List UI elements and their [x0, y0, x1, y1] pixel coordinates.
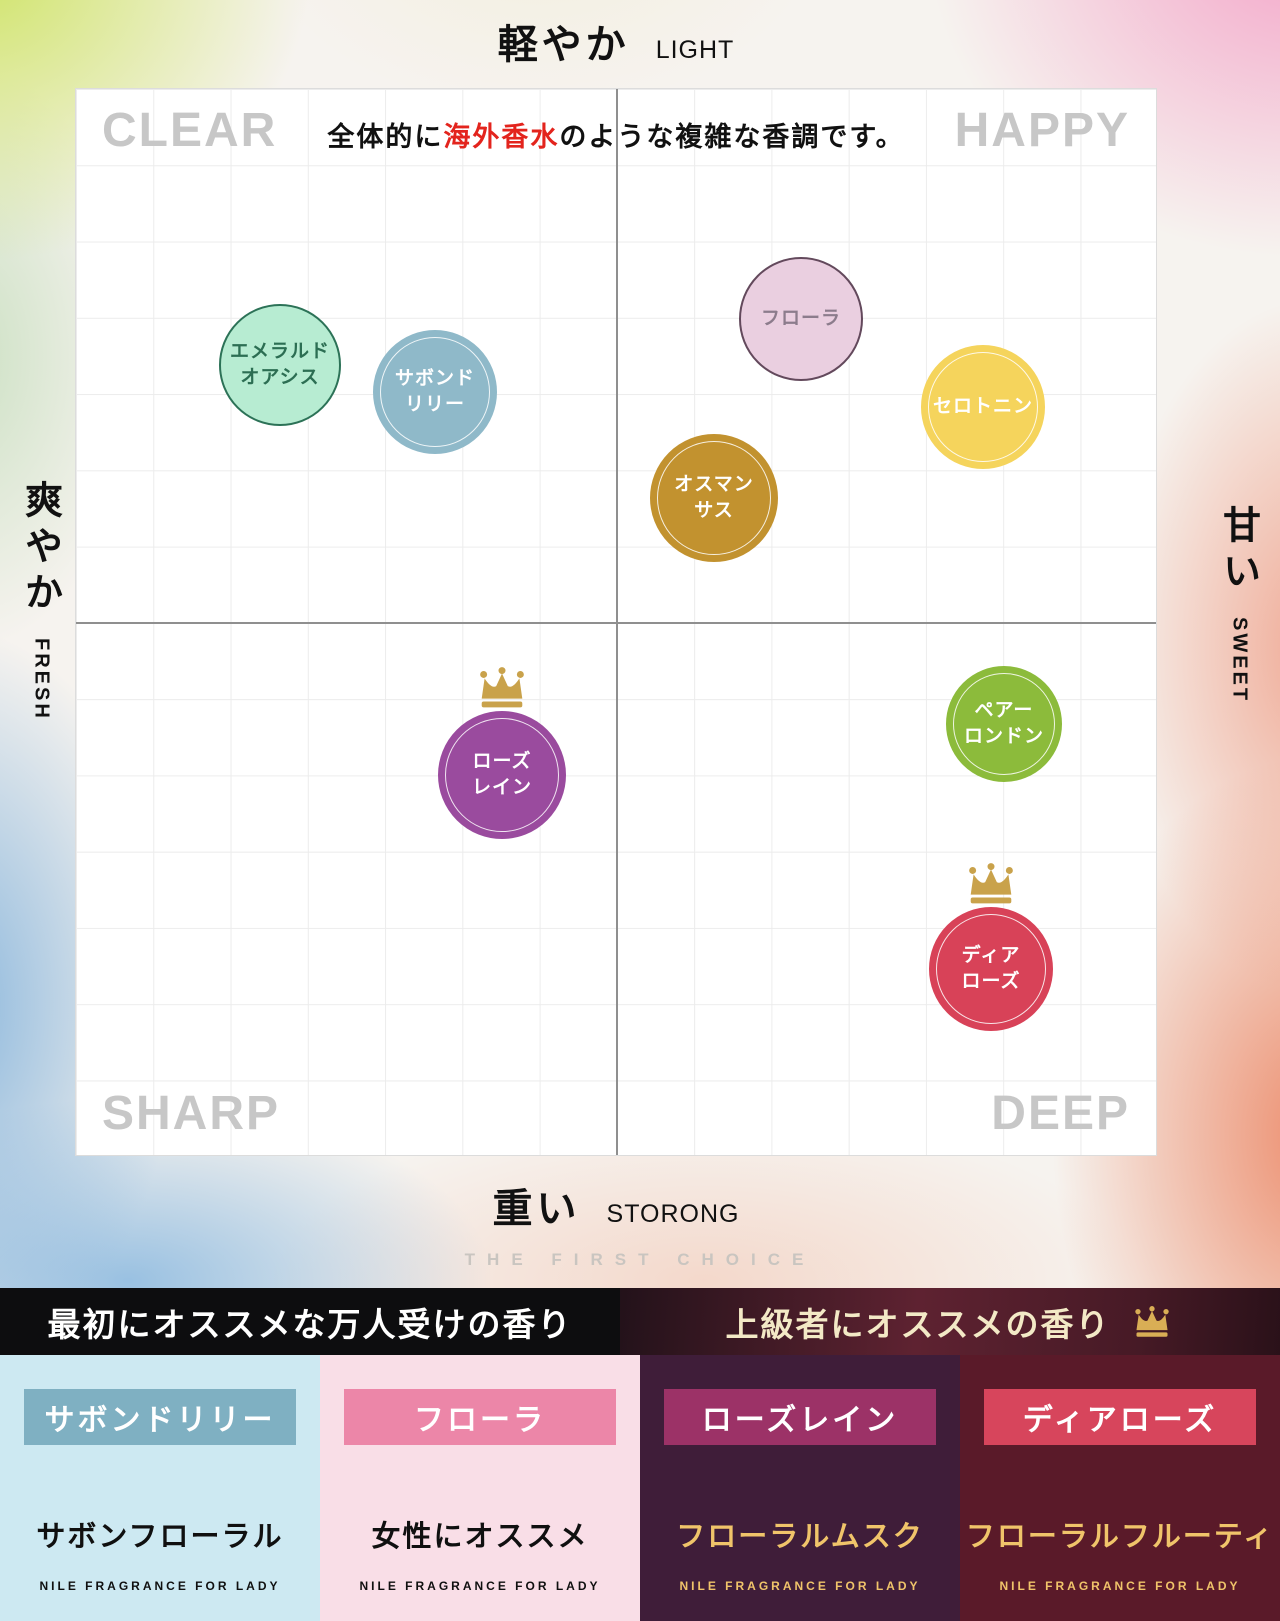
card-brand: NILE FRAGRANCE FOR LADY: [359, 1579, 601, 1593]
axis-bottom-en: STORONG: [606, 1200, 740, 1228]
axis-label-bottom: 重い STORONG: [75, 1176, 1157, 1234]
card-subtitle: フローラルフルーティ: [965, 1519, 1275, 1553]
card-brand: NILE FRAGRANCE FOR LADY: [679, 1579, 921, 1593]
annotation-highlight: 海外香水: [443, 122, 560, 153]
bubble-inner-ring: [953, 673, 1055, 775]
bubble-label: サボンド リリー: [394, 367, 475, 415]
bubble-label: ペアー ロンドン: [963, 699, 1044, 747]
axis-label-top: 軽やか LIGHT: [75, 12, 1157, 70]
product-cards: サボンドリリー サボンフローラル NILE FRAGRANCE FOR LADY…: [0, 1355, 1280, 1621]
annotation-post: のような複雑な香調です。: [559, 122, 905, 153]
card-title-badge: フローラ: [344, 1389, 616, 1445]
card-subtitle: サボンフローラル: [36, 1519, 284, 1553]
crown-icon: [1129, 1305, 1175, 1339]
bubble-label: セロトニン: [932, 395, 1033, 418]
card-brand: NILE FRAGRANCE FOR LADY: [39, 1579, 281, 1593]
bubble-pear-london: ペアー ロンドン: [946, 666, 1062, 782]
annotation-pre: 全体的に: [327, 122, 444, 153]
bubble-flora: フローラ: [739, 257, 863, 381]
chart-annotation: 全体的に海外香水のような複雑な香調です。: [327, 115, 904, 154]
bubble-label: ローズ レイン: [471, 750, 532, 798]
bubble-rose-rain: ローズ レイン: [438, 711, 566, 839]
bubble-sabon-lily: サボンド リリー: [373, 330, 497, 454]
card-rose-rain: ローズレイン フローラルムスク NILE FRAGRANCE FOR LADY: [640, 1355, 960, 1621]
bubble-label: オスマン サス: [674, 473, 754, 521]
bubble-inner-ring: [380, 337, 490, 447]
axis-left-jp: 爽やか: [18, 480, 63, 618]
axis-right-en: SWEET: [1228, 617, 1251, 704]
bubble-inner-ring: [936, 914, 1046, 1024]
banner-beginner: 最初にオススメな万人受けの香り: [0, 1288, 620, 1355]
quadrant-chart: CLEAR HAPPY SHARP DEEP 全体的に海外香水のような複雑な香調…: [75, 88, 1157, 1156]
bubble-label: フローラ: [760, 307, 841, 330]
banner-advanced-label: 上級者にオススメの香り: [725, 1304, 1111, 1344]
card-subtitle: 女性にオススメ: [371, 1519, 589, 1553]
axis-right-jp: 甘い: [1216, 505, 1261, 597]
axis-label-left: 爽やか FRESH: [12, 480, 70, 721]
bubble-osmanthus: オスマン サス: [650, 434, 778, 562]
crown-icon: [473, 665, 531, 711]
banner-advanced: 上級者にオススメの香り: [620, 1288, 1280, 1355]
card-sabon-lily: サボンドリリー サボンフローラル NILE FRAGRANCE FOR LADY: [0, 1355, 320, 1621]
axis-left-en: FRESH: [30, 638, 53, 721]
recommendation-banners: 最初にオススメな万人受けの香り 上級者にオススメの香り: [0, 1288, 1280, 1355]
axis-bottom-jp: 重い: [492, 1186, 581, 1232]
axis-top-jp: 軽やか: [497, 22, 630, 68]
horizontal-axis-line: [76, 622, 1156, 624]
bubble-label: ディア ローズ: [961, 944, 1021, 992]
axis-top-en: LIGHT: [655, 36, 735, 64]
bubble-inner-ring: [928, 352, 1038, 462]
bubble-inner-ring: [657, 441, 771, 555]
quadrant-label-clear: CLEAR: [102, 104, 278, 157]
card-flora: フローラ 女性にオススメ NILE FRAGRANCE FOR LADY: [320, 1355, 640, 1621]
bubble-label: エメラルド オアシス: [229, 340, 330, 388]
card-subtitle: フローラルムスク: [676, 1519, 924, 1553]
card-dear-rose: ディアローズ フローラルフルーティ NILE FRAGRANCE FOR LAD…: [960, 1355, 1280, 1621]
quadrant-label-sharp: SHARP: [102, 1087, 281, 1140]
card-title-badge: サボンドリリー: [24, 1389, 296, 1445]
bubble-inner-ring: [445, 718, 559, 832]
bubble-dear-rose: ディア ローズ: [929, 907, 1053, 1031]
card-title-badge: ディアローズ: [984, 1389, 1256, 1445]
card-title-badge: ローズレイン: [664, 1389, 936, 1445]
crown-icon: [962, 861, 1020, 907]
banner-beginner-label: 最初にオススメな万人受けの香り: [47, 1304, 573, 1344]
bubble-emerald-oasis: エメラルド オアシス: [219, 304, 341, 426]
axis-label-right: 甘い SWEET: [1212, 505, 1266, 703]
quadrant-label-happy: HAPPY: [954, 104, 1130, 157]
card-brand: NILE FRAGRANCE FOR LADY: [999, 1579, 1241, 1593]
quadrant-label-deep: DEEP: [991, 1087, 1130, 1140]
tagline: THE FIRST CHOICE: [464, 1250, 816, 1269]
bubble-serotonin: セロトニン: [921, 345, 1045, 469]
